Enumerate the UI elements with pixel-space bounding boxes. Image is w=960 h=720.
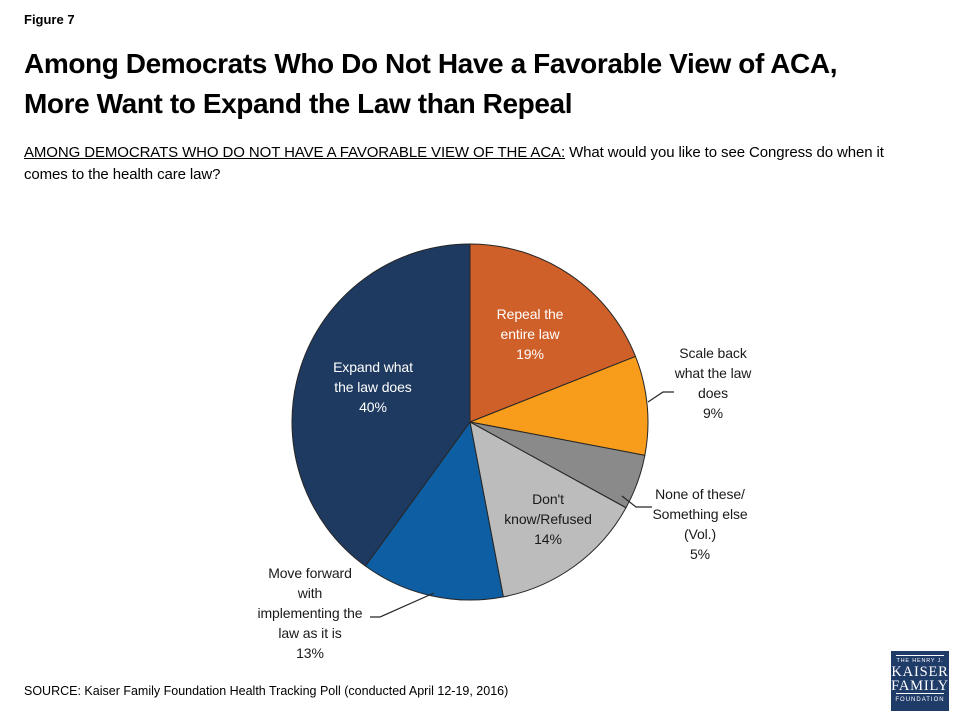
page-title: Among Democrats Who Do Not Have a Favora… [24, 48, 838, 119]
pie-slice-expand [291, 243, 471, 567]
leader-line-none-something-else [621, 495, 652, 508]
slice-label-dont-know: Don't know/Refused 14% [504, 491, 592, 547]
survey-question-text: What would you like to see Congress do w… [24, 144, 884, 183]
logo-line-the-henry-j: THE HENRY J. [896, 658, 944, 664]
slice-label-expand: Expand what the law does 40% [333, 359, 413, 415]
logo-rule-bottom [896, 693, 944, 694]
survey-question-population: AMONG DEMOCRATS WHO DO NOT HAVE A FAVORA… [24, 144, 566, 161]
pie-slice-scale-back [469, 355, 649, 456]
slice-label-repeal: Repeal the entire law 19% [496, 306, 564, 362]
logo-line-foundation: FOUNDATION [895, 697, 945, 703]
source-note: SOURCE: Kaiser Family Foundation Health … [24, 684, 509, 698]
pie-slice-dont-know [469, 421, 627, 598]
logo-rule-top [896, 655, 944, 656]
pie-slice-move-forward [364, 421, 504, 601]
slice-label-scale-back: Scale back what the law does 9% [674, 345, 752, 421]
logo-line-family: FAMILY [891, 678, 949, 694]
kff-logo: THE HENRY J. KAISER FAMILY FOUNDATION [891, 651, 949, 711]
slice-label-move-forward: Move forward with implementing the law a… [257, 565, 363, 661]
pie-slice-repeal [469, 243, 636, 423]
leader-line-scale-back [647, 391, 674, 403]
slice-label-none-something-else: None of these/ Something else (Vol.) 5% [652, 486, 748, 562]
survey-question: AMONG DEMOCRATS WHO DO NOT HAVE A FAVORA… [24, 142, 886, 186]
figure-number: Figure 7 [24, 12, 75, 27]
leader-line-move-forward [370, 592, 435, 618]
logo-line-kaiser: KAISER [891, 664, 949, 680]
